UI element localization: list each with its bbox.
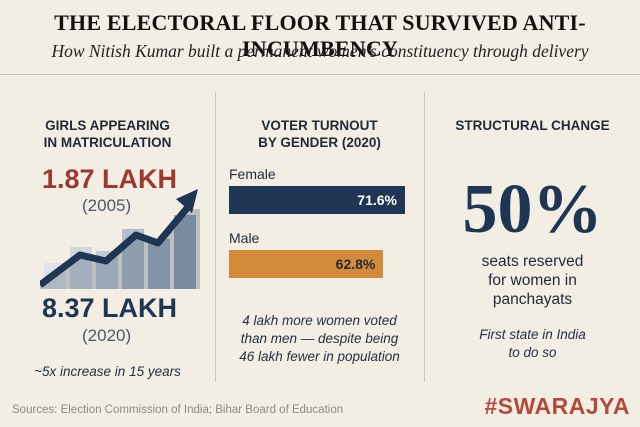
bar-female: 71.6% [229,186,405,214]
panel1-heading: GIRLS APPEARING IN MATRICULATION [0,117,215,151]
sources-note: Sources: Election Commission of India; B… [12,404,344,416]
bar-value-male: 62.8% [335,256,376,272]
panel1-heading-line2: IN MATRICULATION [43,135,172,150]
reservation-line1: seats reserved [481,253,584,270]
panel2-note-line2: than men — despite being [240,331,399,346]
panel1-heading-line1: GIRLS APPEARING [45,118,170,133]
trend-bar-5 [148,239,170,289]
panel1-note: ~5x increase in 15 years [34,364,181,379]
brand-logo: #SWARAJYA [484,393,630,419]
bar-value-female: 71.6% [357,192,397,208]
panel3-note-line1: First state in India [479,327,586,342]
value-2020: 8.37 LAKH [42,293,178,323]
panel2-heading-line2: BY GENDER (2020) [258,135,381,150]
panel2-heading: VOTER TURNOUT BY GENDER (2020) [215,117,424,151]
year-2005: (2005) [82,196,132,215]
trend-arrowhead [176,189,198,213]
panel3-heading: STRUCTURAL CHANGE [455,118,610,133]
reservation-percent: 50% [462,171,603,248]
bar-label-male: Male [229,230,260,246]
bar-label-female: Female [229,166,276,182]
panel-divider-left [215,92,216,382]
panel3-note: First state in India to do so [425,326,640,362]
panel3-note-line2: to do so [508,345,557,360]
trend-line [40,204,191,288]
panel-divider-right [424,92,425,382]
value-2005: 1.87 LAKH [42,164,178,194]
rising-arrow-icon [40,189,200,289]
page-title: THE ELECTORAL FLOOR THAT SURVIVED ANTI-I… [54,10,586,61]
panel2-heading-line1: VOTER TURNOUT [261,118,378,133]
trend-bar-6 [174,215,196,289]
header-divider [0,74,640,75]
panel2-note-line1: 4 lakh more women voted [242,313,397,328]
page-subtitle: How Nitish Kumar built a permanent women… [51,41,589,61]
year-2020: (2020) [82,326,132,345]
reservation-line2: for women in [488,272,577,289]
reservation-line3: panchayats [492,291,573,308]
panel2-note: 4 lakh more women voted than men — despi… [215,312,424,366]
bar-male: 62.8% [229,250,384,278]
panel2-note-line3: 46 lakh fewer in population [239,349,400,364]
reservation-text: seats reserved for women in panchayats [425,252,640,309]
